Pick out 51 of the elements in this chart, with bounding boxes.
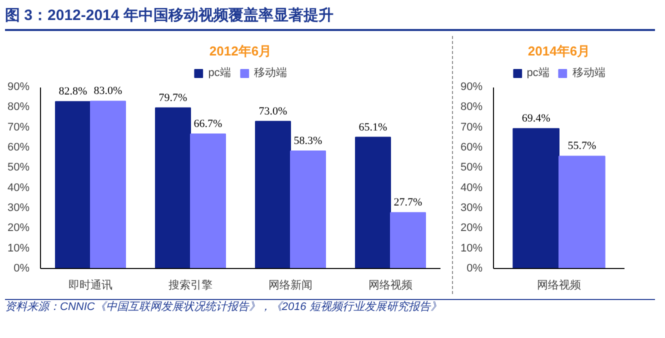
x-tick-label: 搜索引擎	[168, 278, 212, 292]
y-tick-label: 90%	[7, 81, 30, 94]
bar	[155, 107, 191, 268]
y-tick-label: 10%	[460, 242, 483, 254]
y-tick-label: 20%	[7, 222, 30, 234]
y-tick-label: 80%	[460, 101, 483, 114]
legend-label: pc端	[526, 66, 550, 80]
text: 27.7%	[394, 196, 422, 209]
chart-title: 2012年6月	[209, 44, 272, 58]
legend-label: 移动端	[572, 66, 606, 80]
y-tick-label: 30%	[460, 202, 483, 214]
text: 66.7%	[194, 118, 222, 130]
chart-title: 2014年6月	[528, 44, 590, 58]
bar	[390, 212, 426, 268]
text: 69.4%	[522, 112, 550, 125]
text: 58.3%	[294, 134, 322, 147]
x-tick-label: 网络视频	[537, 278, 581, 292]
y-tick-label: 50%	[460, 162, 483, 174]
bar	[55, 101, 91, 268]
text: 83.0%	[94, 85, 122, 98]
y-tick-label: 0%	[14, 262, 30, 274]
y-tick-label: 70%	[7, 121, 30, 134]
y-tick-label: 20%	[460, 222, 483, 234]
y-tick-label: 0%	[466, 262, 483, 274]
x-tick-label: 网络视频	[368, 278, 412, 292]
bar	[290, 150, 326, 268]
text: 55.7%	[568, 140, 596, 152]
x-tick-label: 网络新闻	[268, 278, 312, 292]
y-tick-label: 40%	[460, 182, 483, 194]
y-tick-label: 90%	[460, 81, 483, 94]
y-tick-label: 40%	[7, 182, 30, 194]
y-tick-label: 50%	[7, 162, 30, 174]
bar	[90, 100, 126, 268]
text: 73.0%	[258, 105, 288, 118]
x-tick-label: 即时通讯	[68, 278, 112, 292]
text: 资料来源：CNNIC《中国互联网发展状况统计报告》，《2016 短视频行业发展研究报告》	[5, 300, 442, 315]
y-tick-label: 70%	[460, 121, 483, 134]
caption: 图 3：2012-2014 年中国移动视频覆盖率显著提升	[5, 6, 334, 26]
y-tick-label: 30%	[7, 202, 30, 214]
bar	[190, 134, 226, 268]
text: 65.1%	[358, 121, 388, 134]
y-tick-label: 10%	[7, 242, 30, 254]
y-tick-label: 60%	[460, 142, 483, 154]
text: 82.8%	[58, 86, 88, 98]
y-tick-label: 80%	[7, 101, 30, 114]
legend-label: pc端	[208, 66, 231, 80]
legend-label: 移动端	[254, 66, 287, 80]
y-tick-label: 60%	[7, 142, 30, 154]
bar	[355, 136, 391, 268]
bar	[255, 120, 291, 268]
text: 79.7%	[158, 92, 188, 104]
